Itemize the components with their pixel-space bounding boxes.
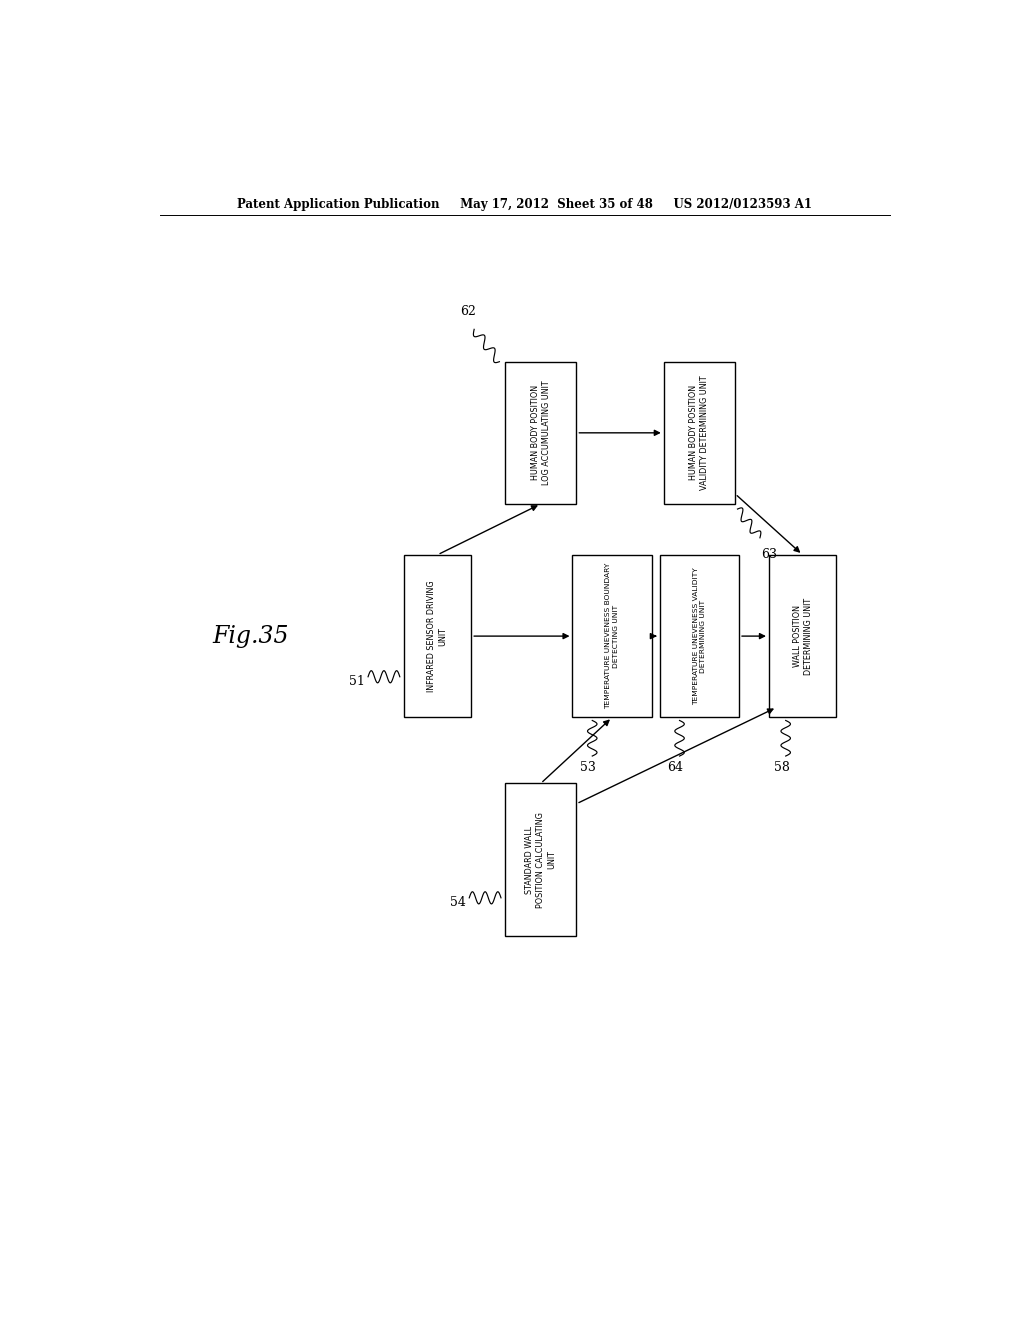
Text: 51: 51: [349, 676, 365, 688]
Bar: [659, 554, 739, 718]
Text: 53: 53: [581, 762, 596, 774]
Text: 54: 54: [451, 896, 466, 909]
Bar: [505, 784, 577, 936]
Text: HUMAN BODY POSITION
VALIDITY DETERMINING UNIT: HUMAN BODY POSITION VALIDITY DETERMINING…: [689, 375, 710, 490]
Text: 58: 58: [774, 762, 790, 774]
Bar: [664, 362, 735, 504]
Text: 63: 63: [761, 548, 777, 561]
Bar: [769, 554, 837, 718]
Bar: [403, 554, 471, 718]
Text: Fig.35: Fig.35: [213, 624, 289, 648]
Text: 64: 64: [668, 762, 684, 774]
Text: TEMPERATURE UNEVENESS BOUNDARY
DETECTING UNIT: TEMPERATURE UNEVENESS BOUNDARY DETECTING…: [605, 562, 618, 709]
Text: INFRARED SENSOR DRIVING
UNIT: INFRARED SENSOR DRIVING UNIT: [427, 581, 447, 692]
Text: WALL POSITION
DETERMINING UNIT: WALL POSITION DETERMINING UNIT: [793, 598, 813, 675]
Bar: [572, 554, 651, 718]
Text: 62: 62: [460, 305, 475, 318]
Bar: [505, 362, 577, 504]
Text: Patent Application Publication     May 17, 2012  Sheet 35 of 48     US 2012/0123: Patent Application Publication May 17, 2…: [238, 198, 812, 211]
Text: STANDARD WALL
POSITION CALCULATING
UNIT: STANDARD WALL POSITION CALCULATING UNIT: [525, 812, 556, 908]
Text: TEMPERATURE UNEVENESS VALIDITY
DETERMINING UNIT: TEMPERATURE UNEVENESS VALIDITY DETERMINI…: [692, 568, 707, 705]
Text: HUMAN BODY POSITION
LOG ACCUMULATING UNIT: HUMAN BODY POSITION LOG ACCUMULATING UNI…: [530, 380, 551, 486]
